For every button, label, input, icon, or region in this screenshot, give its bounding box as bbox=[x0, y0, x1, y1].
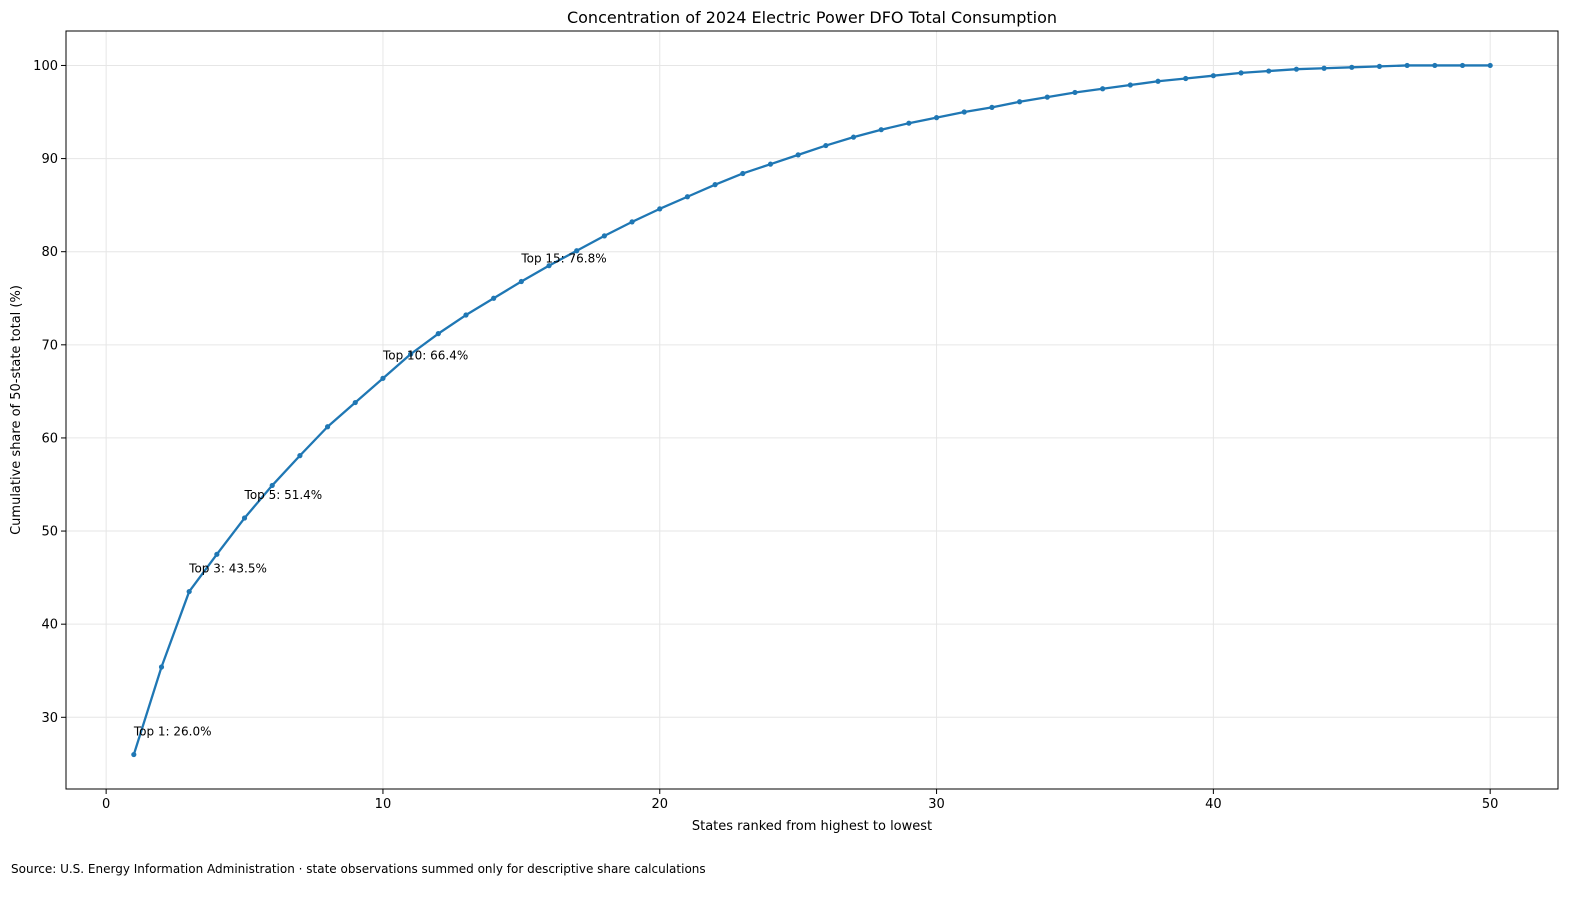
data-point bbox=[186, 588, 192, 595]
data-point bbox=[214, 551, 220, 557]
data-point bbox=[269, 482, 275, 489]
data-point bbox=[131, 751, 137, 758]
data-point bbox=[1155, 78, 1161, 84]
y-tick-label: 60 bbox=[41, 431, 58, 446]
data-point bbox=[629, 219, 635, 225]
data-point bbox=[795, 152, 801, 158]
data-point bbox=[684, 194, 691, 200]
y-axis: 30 40 50 60 70 80 90 100 bbox=[33, 59, 66, 726]
data-point bbox=[906, 120, 912, 126]
y-tick-label: 70 bbox=[41, 338, 58, 353]
annotation-label: Top 10: 66.4% bbox=[382, 348, 468, 362]
data-point bbox=[1100, 86, 1106, 92]
data-point bbox=[1183, 75, 1189, 82]
y-tick-label: 30 bbox=[41, 711, 58, 726]
data-point bbox=[463, 312, 469, 318]
data-point bbox=[408, 351, 414, 357]
data-point bbox=[380, 375, 386, 381]
series-line bbox=[132, 64, 1491, 755]
data-point bbox=[740, 170, 746, 177]
annotation-label: Top 5: 51.4% bbox=[244, 488, 323, 502]
plot-area bbox=[65, 30, 1559, 790]
data-point bbox=[1404, 62, 1410, 69]
grid-lines bbox=[66, 31, 1558, 789]
series bbox=[131, 62, 1493, 758]
data-point bbox=[989, 104, 995, 110]
data-point bbox=[878, 127, 884, 133]
annotations: Top 1: 26.0% Top 3: 43.5% Top 5: 51.4% Top … bbox=[133, 251, 607, 738]
data-point bbox=[1487, 62, 1493, 69]
data-point bbox=[297, 453, 303, 459]
x-tick-label: 0 bbox=[102, 797, 110, 812]
annotation-label: Top 1: 26.0% bbox=[133, 725, 212, 739]
data-point bbox=[1293, 66, 1300, 72]
data-point bbox=[1017, 99, 1023, 105]
data-point bbox=[574, 248, 580, 254]
x-tick-label: 40 bbox=[1205, 797, 1222, 812]
data-point bbox=[546, 263, 552, 269]
data-point bbox=[712, 182, 718, 188]
data-point bbox=[1072, 89, 1078, 96]
x-tick-label: 20 bbox=[651, 797, 668, 812]
chart-title: Concentration of 2024 Electric Power DFO… bbox=[567, 8, 1057, 27]
data-point bbox=[491, 295, 497, 301]
data-point bbox=[1266, 68, 1272, 74]
x-axis-label: States ranked from highest to lowest bbox=[692, 819, 932, 834]
data-point bbox=[1349, 64, 1355, 70]
data-point bbox=[657, 206, 663, 212]
data-point bbox=[823, 142, 829, 149]
data-point bbox=[518, 278, 524, 285]
data-point bbox=[1210, 73, 1216, 79]
annotation-label: Top 15: 76.8% bbox=[520, 251, 606, 265]
x-tick-label: 10 bbox=[375, 797, 392, 812]
data-point bbox=[352, 399, 358, 406]
data-point bbox=[850, 134, 857, 140]
data-point bbox=[1044, 94, 1050, 100]
x-tick-label: 30 bbox=[928, 797, 945, 812]
x-axis: 0 10 20 30 40 50 bbox=[102, 789, 1498, 812]
data-point bbox=[1127, 82, 1133, 88]
data-point bbox=[1321, 65, 1327, 71]
data-point bbox=[767, 161, 774, 167]
y-tick-label: 80 bbox=[41, 245, 58, 260]
data-point bbox=[324, 424, 331, 430]
data-point bbox=[1376, 63, 1383, 69]
data-point bbox=[1238, 70, 1244, 76]
data-point bbox=[1459, 62, 1466, 69]
data-point bbox=[435, 331, 441, 337]
data-point bbox=[961, 109, 967, 115]
y-tick-label: 40 bbox=[41, 618, 58, 633]
y-tick-label: 100 bbox=[33, 59, 58, 74]
y-axis-label: Cumulative share of 50-state total (%) bbox=[9, 285, 24, 535]
data-point bbox=[241, 515, 248, 521]
annotation-label: Top 3: 43.5% bbox=[188, 562, 267, 576]
data-point bbox=[933, 115, 940, 121]
y-tick-label: 90 bbox=[41, 152, 58, 167]
x-tick-label: 50 bbox=[1482, 797, 1499, 812]
data-point bbox=[601, 233, 607, 239]
source-note: Source: U.S. Energy Information Administ… bbox=[11, 862, 706, 876]
y-tick-label: 50 bbox=[41, 525, 58, 540]
data-point bbox=[158, 664, 165, 670]
data-point bbox=[1432, 62, 1438, 69]
